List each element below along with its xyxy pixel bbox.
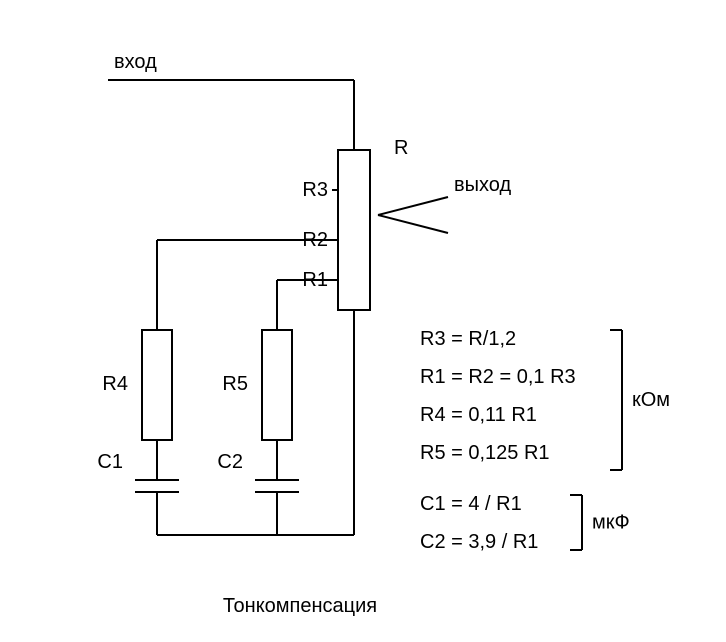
formula-c-0: C1 = 4 / R1	[420, 493, 522, 515]
label-C1: C1	[97, 451, 123, 473]
output-label: выход	[454, 174, 511, 196]
formula-r-0: R3 = R/1,2	[420, 328, 516, 350]
wiper-arrow-line2	[378, 215, 448, 233]
unit-kohm: кОм	[632, 389, 670, 411]
formula-r-3: R5 = 0,125 R1	[420, 442, 550, 464]
diagram-title: Тонкомпенсация	[223, 595, 377, 617]
formula-r-2: R4 = 0,11 R1	[420, 404, 537, 426]
potentiometer-body	[338, 150, 370, 310]
label-R: R	[394, 137, 408, 159]
input-label: вход	[114, 51, 157, 73]
formula-r-1: R1 = R2 = 0,1 R3	[420, 366, 576, 388]
label-R5: R5	[222, 373, 248, 395]
label-R4: R4	[102, 373, 128, 395]
formula-c-1: C2 = 3,9 / R1	[420, 531, 538, 553]
label-C2: C2	[217, 451, 243, 473]
label-R3: R3	[302, 179, 328, 201]
unit-mkf: мкФ	[592, 512, 630, 534]
resistor-R5	[262, 330, 292, 440]
resistor-R4	[142, 330, 172, 440]
wiper-arrow-line1	[378, 197, 448, 215]
